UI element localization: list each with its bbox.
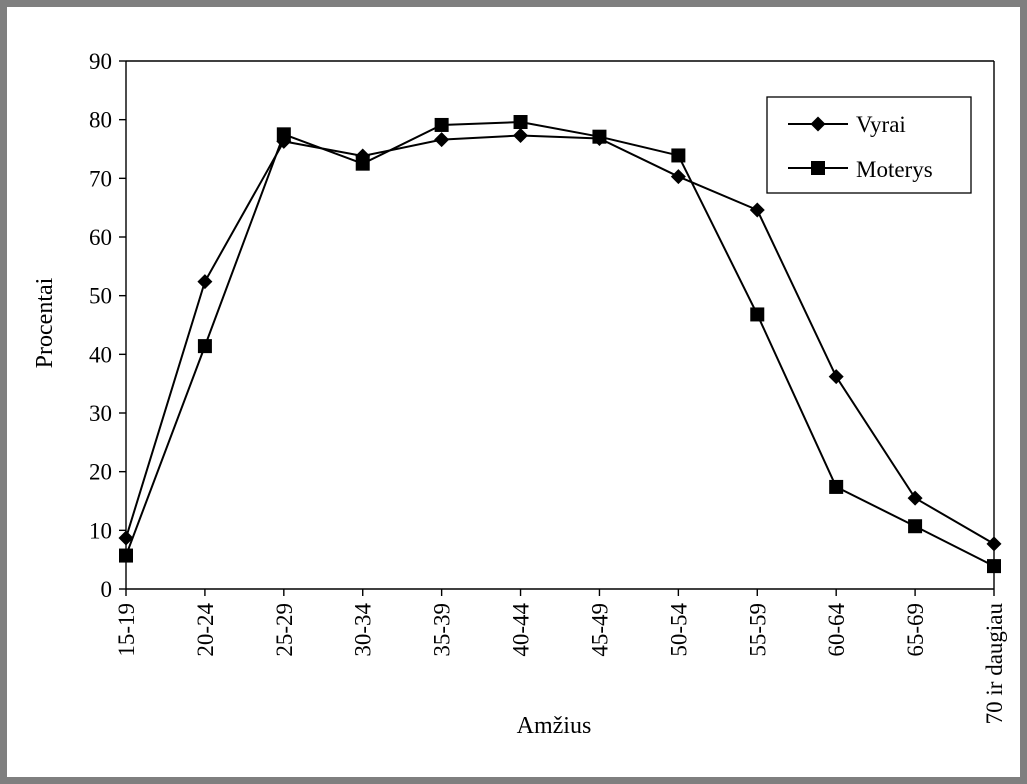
data-point-moterys: [987, 559, 1001, 574]
y-tick-label: 30: [89, 401, 112, 426]
y-tick-label: 10: [89, 518, 112, 543]
data-point-moterys: [513, 115, 528, 130]
data-point-vyrai: [828, 369, 844, 385]
x-tick-label: 15-19: [114, 603, 139, 657]
y-tick-label: 40: [89, 342, 112, 367]
series-line-vyrai: [125, 134, 995, 545]
data-point-moterys: [829, 479, 844, 494]
legend: Vyrai Moterys: [766, 96, 972, 194]
y-tick-label: 0: [101, 577, 113, 602]
x-tick-label: 20-24: [193, 603, 218, 657]
legend-box: [766, 96, 972, 194]
x-tick-label: 60-64: [824, 603, 849, 657]
data-point-moterys: [355, 156, 370, 171]
axes: 0 10 20 30 40 50 60 70 80 90 15-19 20-24 25-29 30-34 3…: [89, 49, 1007, 724]
y-tick-label: 50: [89, 284, 112, 309]
y-tick-label: 60: [89, 225, 112, 250]
data-point-moterys: [197, 339, 212, 354]
legend-label-vyrai: Vyrai: [856, 112, 906, 137]
series-vyrai: [118, 128, 1002, 552]
x-tick-label: 70 ir daugiau: [982, 603, 1007, 725]
x-tick-label: 55-59: [745, 603, 770, 657]
data-point-vyrai: [749, 202, 765, 218]
legend-marker-moterys: [811, 161, 825, 175]
data-point-moterys: [434, 117, 449, 132]
data-point-moterys: [592, 129, 607, 144]
data-point-vyrai: [118, 530, 134, 546]
y-tick-label: 90: [89, 49, 112, 74]
data-point-moterys: [750, 307, 765, 322]
x-tick-label: 35-39: [430, 603, 455, 657]
data-point-moterys: [119, 548, 133, 563]
legend-label-moterys: Moterys: [856, 157, 933, 182]
data-point-moterys: [908, 519, 923, 534]
legend-marker-vyrai: [810, 116, 826, 132]
series-line-moterys: [125, 121, 995, 568]
y-tick-label: 80: [89, 108, 112, 133]
x-tick-label: 30-34: [351, 603, 376, 657]
data-point-moterys: [276, 127, 291, 142]
x-tick-label: 45-49: [587, 603, 612, 657]
data-point-moterys: [671, 148, 686, 163]
data-point-vyrai: [670, 169, 686, 185]
series-moterys: [119, 115, 1001, 574]
y-tick-label: 70: [89, 166, 112, 191]
data-point-vyrai: [434, 132, 450, 148]
x-tick-label: 25-29: [272, 603, 297, 657]
x-axis-title: Amžius: [517, 713, 592, 739]
series-layer: [118, 115, 1002, 574]
data-point-vyrai: [907, 490, 923, 506]
data-point-vyrai: [197, 274, 213, 290]
x-tick-label: 40-44: [509, 603, 534, 657]
x-tick-label: 50-54: [666, 603, 691, 657]
y-axis-title: Procentai: [32, 277, 58, 368]
x-tick-label: 65-69: [903, 603, 928, 657]
data-point-vyrai: [513, 128, 529, 144]
data-point-vyrai: [986, 536, 1002, 552]
y-tick-label: 20: [89, 460, 112, 485]
